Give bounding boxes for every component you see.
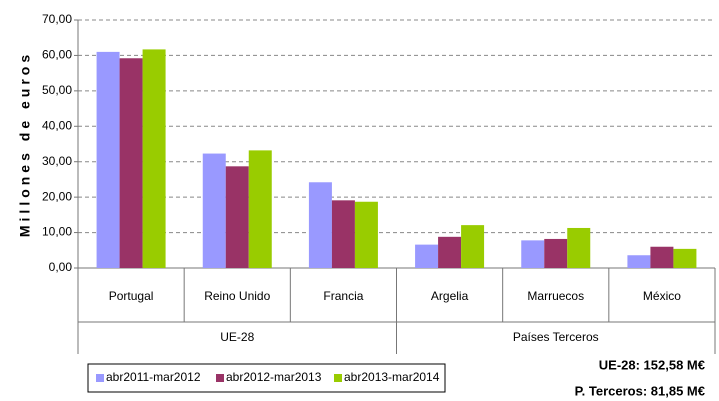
bar bbox=[202, 153, 226, 268]
legend-label: abr2011-mar2012 bbox=[106, 370, 201, 384]
bar bbox=[119, 58, 143, 269]
bar bbox=[248, 150, 272, 268]
bar bbox=[142, 49, 166, 268]
y-tick-label: 50,00 bbox=[42, 83, 72, 97]
y-tick-label: 0,00 bbox=[49, 260, 73, 274]
legend-label: abr2013-mar2014 bbox=[344, 370, 440, 384]
bar bbox=[673, 248, 697, 268]
bar bbox=[438, 236, 462, 268]
bar bbox=[308, 182, 332, 268]
bar bbox=[521, 240, 545, 268]
legend-swatch bbox=[334, 374, 342, 382]
bar bbox=[415, 244, 439, 268]
bar bbox=[96, 51, 120, 269]
legend-label: abr2012-mar2013 bbox=[226, 370, 322, 384]
x-tick-label: Reino Unido bbox=[204, 289, 270, 303]
annotation: P. Terceros: 81,85 M€ bbox=[575, 383, 705, 398]
legend-box bbox=[87, 363, 446, 393]
y-tick-label: 60,00 bbox=[42, 48, 72, 62]
y-axis-label: Millones de euros bbox=[17, 51, 33, 237]
bar bbox=[544, 238, 568, 268]
y-tick-label: 40,00 bbox=[42, 118, 72, 132]
bar bbox=[354, 201, 378, 268]
annotation: UE-28: 152,58 M€ bbox=[599, 357, 705, 372]
y-tick-label: 10,00 bbox=[42, 225, 72, 239]
bar bbox=[627, 255, 651, 268]
bar bbox=[650, 246, 674, 268]
group-label: Países Terceros bbox=[513, 330, 599, 344]
legend-swatch bbox=[216, 374, 224, 382]
x-tick-label: Marruecos bbox=[527, 289, 584, 303]
y-tick-label: 70,00 bbox=[42, 12, 72, 26]
y-tick-label: 30,00 bbox=[42, 154, 72, 168]
bar bbox=[567, 227, 591, 268]
bar bbox=[331, 200, 355, 268]
x-tick-label: Argelia bbox=[431, 289, 469, 303]
y-tick-label: 20,00 bbox=[42, 189, 72, 203]
group-label: UE-28 bbox=[220, 330, 254, 344]
bar bbox=[461, 225, 485, 268]
legend-swatch bbox=[96, 374, 104, 382]
x-tick-label: Francia bbox=[323, 289, 363, 303]
bar bbox=[225, 166, 249, 268]
x-tick-label: México bbox=[643, 289, 681, 303]
x-tick-label: Portugal bbox=[109, 289, 154, 303]
